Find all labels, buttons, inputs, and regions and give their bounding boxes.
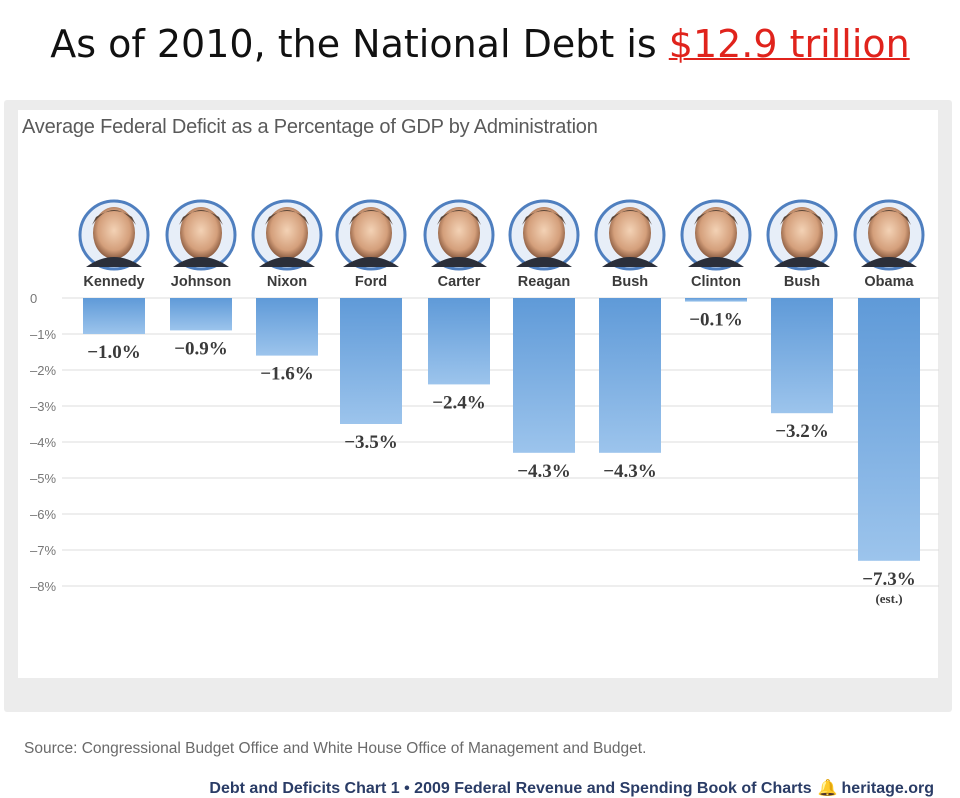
bar xyxy=(170,298,232,331)
category-label: Clinton xyxy=(691,274,741,290)
debt-amount-highlight: $12.9 trillion xyxy=(668,22,910,66)
data-label: −0.1% xyxy=(689,310,743,331)
y-tick-label: –4% xyxy=(30,435,56,450)
source-note: Source: Congressional Budget Office and … xyxy=(24,740,647,757)
category-label: Kennedy xyxy=(83,274,144,290)
portrait-icon xyxy=(609,207,651,259)
data-label-note: (est.) xyxy=(875,591,902,606)
bar xyxy=(428,298,490,385)
chart-footer: Debt and Deficits Chart 1 • 2009 Federal… xyxy=(4,778,934,798)
liberty-bell-icon: 🔔 xyxy=(817,780,838,797)
category-label: Bush xyxy=(612,274,648,290)
portrait-hair xyxy=(608,210,652,225)
bar xyxy=(256,298,318,356)
portrait-icon xyxy=(180,207,222,259)
portrait-hair xyxy=(780,210,824,225)
title-prefix: As of 2010, the National Debt is xyxy=(50,22,669,66)
data-label: −0.9% xyxy=(174,338,228,359)
portrait-icon xyxy=(93,207,135,259)
y-tick-label: –7% xyxy=(30,543,56,558)
footer-site: heritage.org xyxy=(841,780,934,797)
portrait-suit xyxy=(516,257,572,267)
portrait-hair xyxy=(867,210,911,225)
portrait-icon xyxy=(695,207,737,259)
data-label: −3.5% xyxy=(344,432,398,453)
y-tick-label: –1% xyxy=(30,327,56,342)
portrait-suit xyxy=(343,257,399,267)
portrait-suit xyxy=(173,257,229,267)
portrait-icon xyxy=(438,207,480,259)
portrait-hair xyxy=(694,210,738,225)
y-tick-label: –5% xyxy=(30,471,56,486)
bar xyxy=(513,298,575,453)
category-label: Carter xyxy=(438,274,481,290)
category-label: Bush xyxy=(784,274,820,290)
y-tick-label: 0 xyxy=(30,291,37,306)
portrait-hair xyxy=(349,210,393,225)
bar xyxy=(685,298,747,302)
data-label: −1.0% xyxy=(87,342,141,363)
portrait-suit xyxy=(861,257,917,267)
category-label: Reagan xyxy=(518,274,570,290)
y-tick-label: –8% xyxy=(30,579,56,594)
bar xyxy=(599,298,661,453)
data-label: −4.3% xyxy=(517,461,571,482)
portrait-hair xyxy=(265,210,309,225)
data-label: −2.4% xyxy=(432,392,486,413)
data-label: −4.3% xyxy=(603,461,657,482)
data-label: −1.6% xyxy=(260,364,314,385)
slide-title: As of 2010, the National Debt is $12.9 t… xyxy=(0,22,960,66)
portrait-suit xyxy=(259,257,315,267)
footer-chart-name: Debt and Deficits Chart 1 • 2009 Federal… xyxy=(209,780,812,797)
portrait-hair xyxy=(437,210,481,225)
bar xyxy=(858,298,920,561)
deficit-bar-chart: 0 –1% –2% –3% –4% –5% –6% –7% –8% Kennedy −1.0% Joh… xyxy=(30,199,939,606)
portrait-hair xyxy=(92,210,136,225)
bar xyxy=(83,298,145,334)
category-label: Obama xyxy=(864,274,914,290)
portrait-suit xyxy=(774,257,830,267)
portrait-icon xyxy=(350,207,392,259)
category-label: Nixon xyxy=(267,274,307,290)
chart-title: Average Federal Deficit as a Percentage … xyxy=(22,116,598,138)
y-tick-label: –3% xyxy=(30,399,56,414)
portrait-icon xyxy=(266,207,308,259)
portrait-icon xyxy=(781,207,823,259)
y-tick-label: –2% xyxy=(30,363,56,378)
chart-frame: Average Federal Deficit as a Percentage … xyxy=(4,100,952,797)
portrait-hair xyxy=(179,210,223,225)
category-label: Ford xyxy=(355,274,387,290)
portrait-suit xyxy=(431,257,487,267)
portrait-icon xyxy=(523,207,565,259)
y-tick-label: –6% xyxy=(30,507,56,522)
data-label: −3.2% xyxy=(775,421,829,442)
bar xyxy=(340,298,402,424)
portrait-icon xyxy=(868,207,910,259)
portrait-suit xyxy=(86,257,142,267)
portrait-suit xyxy=(602,257,658,267)
portrait-suit xyxy=(688,257,744,267)
data-label: −7.3% xyxy=(862,569,916,590)
bar xyxy=(771,298,833,414)
portrait-hair xyxy=(522,210,566,225)
category-label: Johnson xyxy=(171,274,231,290)
